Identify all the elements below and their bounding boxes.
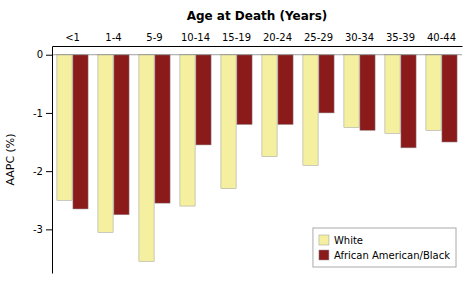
- bar: [73, 55, 88, 209]
- legend-swatch: [319, 235, 329, 245]
- title: Age at Death (Years): [187, 9, 328, 23]
- tick-mark: [46, 113, 52, 114]
- tick-label: 15-19: [222, 32, 251, 43]
- plot: 0 -1 -2 -3 <1 1-4 5-9 10-14 15-19 20-24 25-29 30-34…: [33, 32, 462, 274]
- tick: 1-4: [105, 32, 121, 43]
- bar: [319, 55, 334, 113]
- tick: 20-24: [263, 32, 292, 43]
- zero-line: [52, 54, 462, 55]
- legend-item: African American/Black: [319, 250, 450, 261]
- tick-label: 10-14: [181, 32, 210, 43]
- bar: [360, 55, 375, 131]
- bar: [278, 55, 293, 125]
- legend-label: African American/Black: [334, 250, 450, 261]
- y-axis: 0 -1 -2 -3: [33, 47, 52, 274]
- tick-label: -1: [33, 108, 43, 119]
- bar: [180, 55, 195, 206]
- tick-label: 5-9: [146, 32, 162, 43]
- tick: 40-44: [427, 32, 456, 43]
- tick: 25-29: [304, 32, 333, 43]
- tick-mark: [46, 55, 52, 56]
- tick: 35-39: [386, 32, 415, 43]
- tick-label: 0: [37, 49, 43, 60]
- bar: [196, 55, 211, 145]
- bar: [237, 55, 252, 125]
- chart: 0 -1 -2 -3 <1 1-4 5-9 10-14 15-19 20-24 25-29 30-34…: [0, 0, 474, 281]
- tick-label: -3: [33, 224, 43, 235]
- tick-mark: [46, 171, 52, 172]
- bar: [221, 55, 236, 189]
- tick-label: 30-34: [345, 32, 374, 43]
- legend-item: White: [319, 235, 363, 246]
- tick: -2: [33, 166, 52, 177]
- bar: [401, 55, 416, 148]
- tick: 30-34: [345, 32, 374, 43]
- bar: [155, 55, 170, 203]
- axis-line: [52, 47, 53, 274]
- tick-label: 35-39: [386, 32, 415, 43]
- tick: 0: [37, 49, 52, 60]
- tick-mark: [46, 229, 52, 230]
- bar: [57, 55, 72, 201]
- bar-series: [73, 55, 457, 215]
- tick-label: 20-24: [263, 32, 292, 43]
- bar: [385, 55, 400, 134]
- axis-line: [53, 46, 463, 47]
- bar: [442, 55, 457, 142]
- bar: [303, 55, 318, 166]
- legend: White African American/Black: [313, 228, 456, 267]
- tick-label: 1-4: [105, 32, 121, 43]
- tick-label: -2: [33, 166, 43, 177]
- bar: [139, 55, 154, 262]
- legend-swatch: [319, 250, 329, 260]
- bar: [98, 55, 113, 233]
- legend-label: White: [334, 235, 363, 246]
- y-axis-title: AAPC (%): [4, 133, 17, 185]
- bar: [344, 55, 359, 128]
- tick: -1: [33, 108, 52, 119]
- tick: -3: [33, 224, 52, 235]
- tick: <1: [65, 32, 80, 43]
- bar: [262, 55, 277, 157]
- legend-box: [313, 228, 456, 267]
- tick-label: 40-44: [427, 32, 456, 43]
- bar: [426, 55, 441, 131]
- tick: 10-14: [181, 32, 210, 43]
- tick: 5-9: [146, 32, 162, 43]
- x-axis: <1 1-4 5-9 10-14 15-19 20-24 25-29 30-34 35-39 40…: [53, 32, 463, 47]
- tick: 15-19: [222, 32, 251, 43]
- bar: [114, 55, 129, 215]
- tick-label: 25-29: [304, 32, 333, 43]
- tick-label: <1: [65, 32, 80, 43]
